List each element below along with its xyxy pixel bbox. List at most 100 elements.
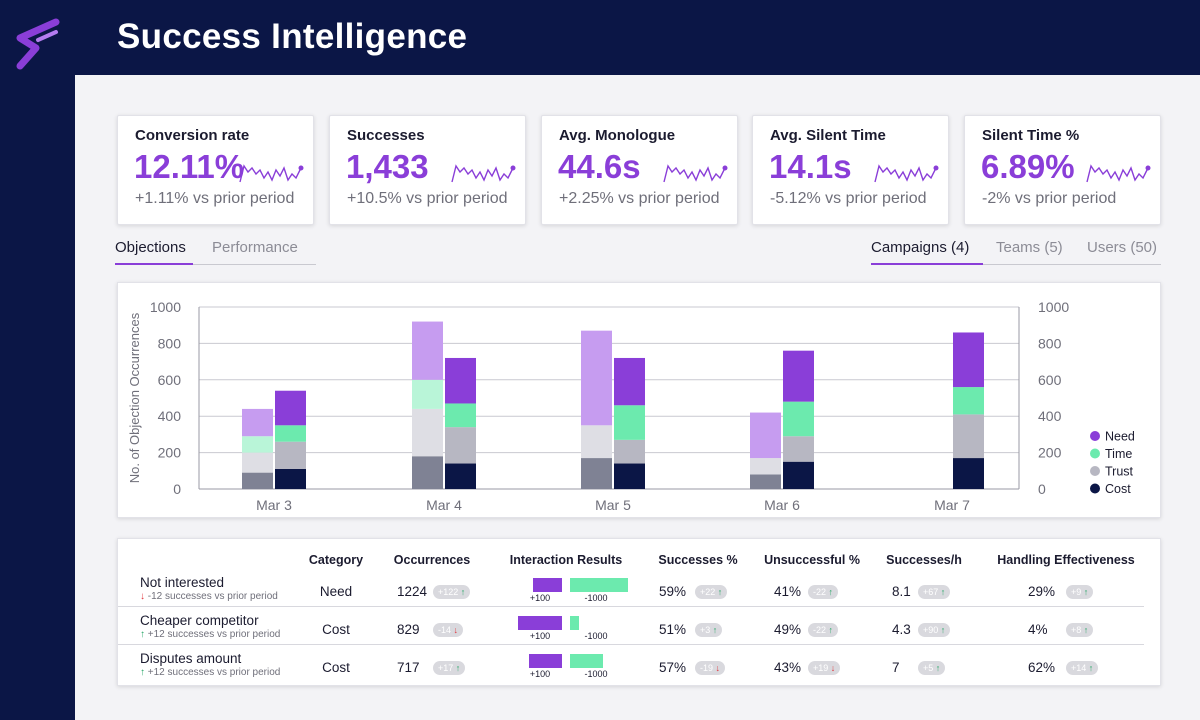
- bar-segment-need: [275, 390, 306, 426]
- kpi-value: 44.6s: [558, 148, 641, 185]
- kpi-delta: +2.25% vs prior period: [559, 190, 720, 207]
- kpi-value: 14.1s: [769, 148, 852, 185]
- legend-label: Trust: [1105, 465, 1134, 479]
- delta-badge: +14 ↑: [1066, 661, 1099, 675]
- bar-segment-cost: [750, 474, 781, 489]
- column-header-occurrences[interactable]: Occurrences: [393, 553, 471, 567]
- objection-sub: ↑ +12 successes vs prior period: [140, 629, 281, 640]
- interaction-positive-label: +100: [529, 669, 551, 679]
- bar-segment-time: [275, 425, 306, 442]
- legend-label: Need: [1105, 430, 1135, 444]
- handling-effectiveness-cell: 4%: [1028, 622, 1048, 637]
- bar-segment-cost: [581, 458, 612, 489]
- kpi-value: 6.89%: [981, 148, 1075, 185]
- tab-users[interactable]: Users (50): [1087, 239, 1158, 256]
- objection-name: Not interested: [140, 575, 225, 590]
- column-header-handling-effectiveness[interactable]: Handling Effectiveness: [997, 553, 1135, 567]
- sparkline-icon: [874, 164, 939, 183]
- legend-label: Cost: [1105, 482, 1131, 496]
- legend-swatch: [1090, 483, 1100, 494]
- sidebar: [0, 75, 75, 720]
- bar-segment-time: [445, 403, 476, 428]
- unsuccessful-pct-cell: 43%: [774, 660, 802, 675]
- bar-segment-need: [581, 330, 612, 426]
- bar-segment-cost: [275, 468, 306, 489]
- kpi-delta: -2% vs prior period: [982, 190, 1117, 207]
- bar-segment-trust: [783, 436, 814, 462]
- delta-badge: +19 ↓: [808, 661, 841, 675]
- kpi-card-successes[interactable]: Successes 1,433 +10.5% vs prior period: [329, 115, 526, 225]
- kpi-card-avg-silent-time[interactable]: Avg. Silent Time 14.1s -5.12% vs prior p…: [752, 115, 949, 225]
- bar-segment-time: [412, 379, 443, 409]
- kpi-card-avg-monologue[interactable]: Avg. Monologue 44.6s +2.25% vs prior per…: [541, 115, 738, 225]
- interaction-negative-label: -1000: [584, 631, 608, 641]
- interaction-negative-label: -1000: [584, 593, 608, 603]
- interaction-positive-bar: [529, 654, 562, 668]
- row-divider: [118, 606, 1144, 607]
- successes-pct-cell: 51%: [659, 622, 687, 637]
- y-tick-label-right: 200: [1038, 445, 1062, 461]
- successes-pct-cell: 59%: [659, 584, 687, 599]
- column-header-successes-pct[interactable]: Successes %: [658, 553, 738, 567]
- bar-segment-time: [614, 405, 645, 440]
- column-header-unsuccessful-pct[interactable]: Unsuccessful %: [764, 553, 860, 567]
- x-tick-label: Mar 7: [934, 497, 970, 513]
- delta-badge: +17 ↑: [433, 661, 466, 675]
- bar-segment-need: [445, 357, 476, 404]
- occurrences-cell: 829: [397, 622, 420, 637]
- bar-segment-need: [242, 408, 273, 437]
- bar-chart: 0 0 200 200 400 400 600 600 800 800 1000 1000 No. of…: [127, 299, 1135, 513]
- kpi-value: 1,433: [346, 148, 429, 185]
- bar-segment-trust: [242, 452, 273, 473]
- bar-segment-cost: [783, 461, 814, 489]
- successes-pct-cell: 57%: [659, 660, 687, 675]
- kpi-delta: +10.5% vs prior period: [347, 190, 508, 207]
- interaction-positive-label: +100: [529, 631, 551, 641]
- tab-active-indicator: [115, 263, 193, 265]
- interaction-positive-bar: [518, 616, 562, 630]
- kpi-title: Avg. Monologue: [559, 127, 676, 144]
- kpi-title: Conversion rate: [135, 127, 250, 144]
- kpi-card-silent-time-pct[interactable]: Silent Time % 6.89% -2% vs prior period: [964, 115, 1161, 225]
- kpi-title: Avg. Silent Time: [770, 127, 886, 144]
- column-header-category[interactable]: Category: [308, 553, 364, 567]
- tabs-divider: [871, 264, 1161, 265]
- bar-segment-cost: [614, 463, 645, 489]
- occurrences-cell: 1224: [397, 584, 428, 599]
- bar-segment-trust: [275, 441, 306, 469]
- delta-badge: +9 ↑: [1066, 585, 1094, 599]
- delta-badge: +5 ↑: [918, 661, 946, 675]
- kpi-delta: -5.12% vs prior period: [770, 190, 927, 207]
- top-bar: Success Intelligence: [0, 0, 1200, 75]
- objections-table: Category Occurrences Interaction Results…: [117, 538, 1161, 686]
- page-title: Success Intelligence: [117, 17, 468, 56]
- column-header-interaction-results[interactable]: Interaction Results: [509, 553, 623, 567]
- bar-segment-need: [750, 412, 781, 459]
- tab-teams[interactable]: Teams (5): [996, 239, 1063, 256]
- y-tick-label: 200: [158, 445, 182, 461]
- y-tick-label: 400: [158, 408, 182, 424]
- unsuccessful-pct-cell: 41%: [774, 584, 802, 599]
- successes-per-hour-cell: 4.3: [892, 622, 911, 637]
- tab-campaigns[interactable]: Campaigns (4): [871, 239, 970, 256]
- tab-objections[interactable]: Objections: [115, 239, 186, 256]
- kpi-delta: +1.11% vs prior period: [135, 190, 295, 207]
- kpi-value: 12.11%: [134, 148, 245, 185]
- y-axis-label: No. of Objection Occurrences: [127, 312, 142, 483]
- delta-badge: +90 ↑: [918, 623, 951, 637]
- delta-badge: -19 ↓: [695, 661, 726, 675]
- x-tick-label: Mar 6: [764, 497, 800, 513]
- tab-performance[interactable]: Performance: [212, 239, 298, 256]
- delta-badge: -14 ↓: [433, 623, 464, 637]
- column-header-successes-per-hour[interactable]: Successes/h: [886, 553, 962, 567]
- kpi-title: Silent Time %: [982, 127, 1080, 144]
- interaction-negative-bar: [570, 654, 603, 668]
- row-divider: [118, 644, 1144, 645]
- kpi-card-conversion-rate[interactable]: Conversion rate 12.11% +1.11% vs prior p…: [117, 115, 314, 225]
- category-cell: Need: [319, 584, 353, 599]
- bar-segment-need: [783, 350, 814, 402]
- delta-badge: +122 ↑: [433, 585, 471, 599]
- bar-segment-need: [953, 332, 984, 388]
- tab-active-indicator: [871, 263, 983, 265]
- bar-segment-cost: [953, 458, 984, 489]
